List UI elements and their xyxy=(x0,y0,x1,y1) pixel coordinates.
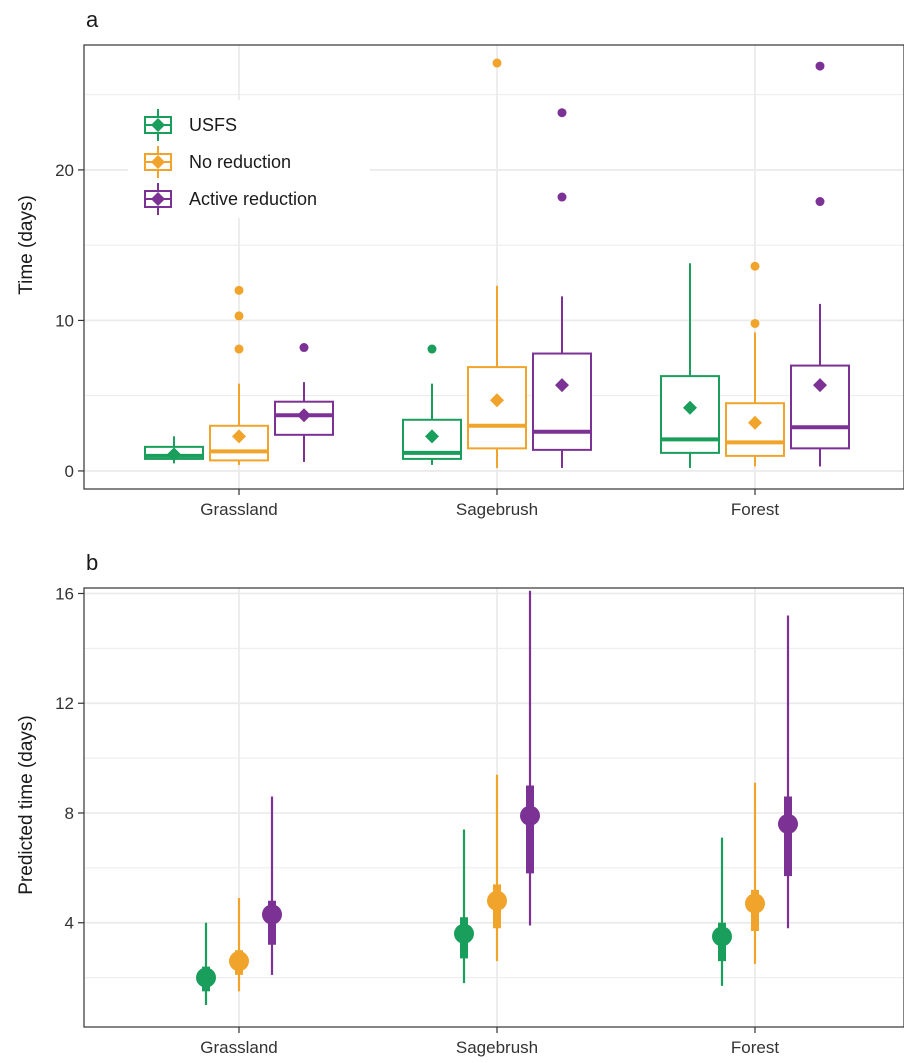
pointrange-group xyxy=(745,782,765,964)
point-estimate xyxy=(745,893,765,914)
point-estimate xyxy=(778,813,798,834)
legend-key-diamond xyxy=(151,118,165,132)
box xyxy=(725,402,785,457)
legend-label: USFS xyxy=(189,115,237,135)
box-group xyxy=(144,436,204,464)
panel-b-marks xyxy=(196,590,798,1006)
panel-a-y-axis-title: Time (days) xyxy=(16,195,37,295)
mean-diamond xyxy=(425,429,439,444)
panel-a-y-axis: 0 10 20 xyxy=(55,161,84,481)
panel-a-label: a xyxy=(86,7,99,32)
legend-key-diamond xyxy=(151,155,165,169)
box-group xyxy=(660,263,720,468)
y-tick-label: 20 xyxy=(55,161,74,180)
pointrange-group xyxy=(487,774,507,962)
panel-a-border xyxy=(83,44,904,490)
x-tick-label: Forest xyxy=(731,1038,779,1057)
panel-b-border xyxy=(83,587,904,1028)
box xyxy=(790,364,850,450)
box-group xyxy=(402,344,462,465)
y-tick-label: 16 xyxy=(55,584,74,603)
box-group xyxy=(532,108,592,468)
x-tick-label: Grassland xyxy=(200,1038,277,1057)
box-group xyxy=(725,261,785,467)
point-estimate xyxy=(712,926,732,947)
y-tick-label: 4 xyxy=(65,914,74,933)
pointrange-group xyxy=(229,898,249,992)
panel-b-pointrange: b 4 8 12 16 Grassland Sagebrush Forest Predic… xyxy=(16,550,904,1057)
mean-diamond xyxy=(490,393,504,408)
box-group xyxy=(209,285,269,465)
x-tick-label: Forest xyxy=(731,500,779,519)
box xyxy=(467,366,527,450)
legend-label: No reduction xyxy=(189,152,291,172)
outlier-point xyxy=(557,192,567,202)
y-tick-label: 0 xyxy=(65,462,74,481)
pointrange-group xyxy=(778,615,798,929)
pointrange-group xyxy=(196,922,216,1006)
panel-b-y-axis-title: Predicted time (days) xyxy=(16,715,37,895)
mean-diamond xyxy=(297,408,311,423)
mean-diamond xyxy=(748,415,762,430)
legend-label: Active reduction xyxy=(189,189,317,209)
outlier-point xyxy=(815,61,825,71)
x-tick-label: Sagebrush xyxy=(456,1038,538,1057)
point-estimate xyxy=(520,805,540,826)
outlier-point xyxy=(557,108,567,118)
x-tick-label: Grassland xyxy=(200,500,277,519)
panel-a-marks xyxy=(144,58,850,468)
outlier-point xyxy=(815,197,825,207)
y-tick-label: 12 xyxy=(55,694,74,713)
outlier-point xyxy=(427,344,437,354)
pointrange-group xyxy=(262,796,282,975)
outlier-point xyxy=(234,311,244,321)
pointrange-group xyxy=(454,829,474,984)
x-tick-label: Sagebrush xyxy=(456,500,538,519)
outlier-point xyxy=(234,285,244,295)
panel-a-boxplot: a 0 10 20 Grassland Sagebrush Forest Time (d… xyxy=(16,7,904,519)
y-tick-label: 10 xyxy=(55,311,74,330)
mean-diamond xyxy=(167,447,181,462)
point-estimate xyxy=(454,923,474,944)
legend-key-diamond xyxy=(151,192,165,206)
y-tick-label: 8 xyxy=(65,804,74,823)
pointrange-group xyxy=(520,590,540,926)
mean-diamond xyxy=(683,400,697,415)
outlier-point xyxy=(234,344,244,354)
mean-diamond xyxy=(232,429,246,444)
point-estimate xyxy=(196,967,216,988)
outlier-point xyxy=(750,318,760,328)
panel-b-x-axis: Grassland Sagebrush Forest xyxy=(200,1027,779,1057)
outlier-point xyxy=(750,261,760,271)
point-estimate xyxy=(262,904,282,925)
box xyxy=(532,352,592,451)
outlier-point xyxy=(492,58,502,68)
point-estimate xyxy=(487,890,507,911)
panel-b-plot-area xyxy=(84,588,904,1027)
pointrange-group xyxy=(712,837,732,986)
panel-a-x-axis: Grassland Sagebrush Forest xyxy=(200,489,779,519)
legend: USFS No reduction Active reduction xyxy=(128,100,370,218)
mean-diamond xyxy=(813,378,827,393)
box-group xyxy=(467,58,527,468)
box-group xyxy=(274,343,334,462)
point-estimate xyxy=(229,951,249,972)
panel-b-y-axis: 4 8 12 16 xyxy=(55,584,84,933)
mean-diamond xyxy=(555,378,569,393)
box-group xyxy=(790,61,850,467)
outlier-point xyxy=(299,343,309,353)
panel-b-label: b xyxy=(86,550,98,575)
